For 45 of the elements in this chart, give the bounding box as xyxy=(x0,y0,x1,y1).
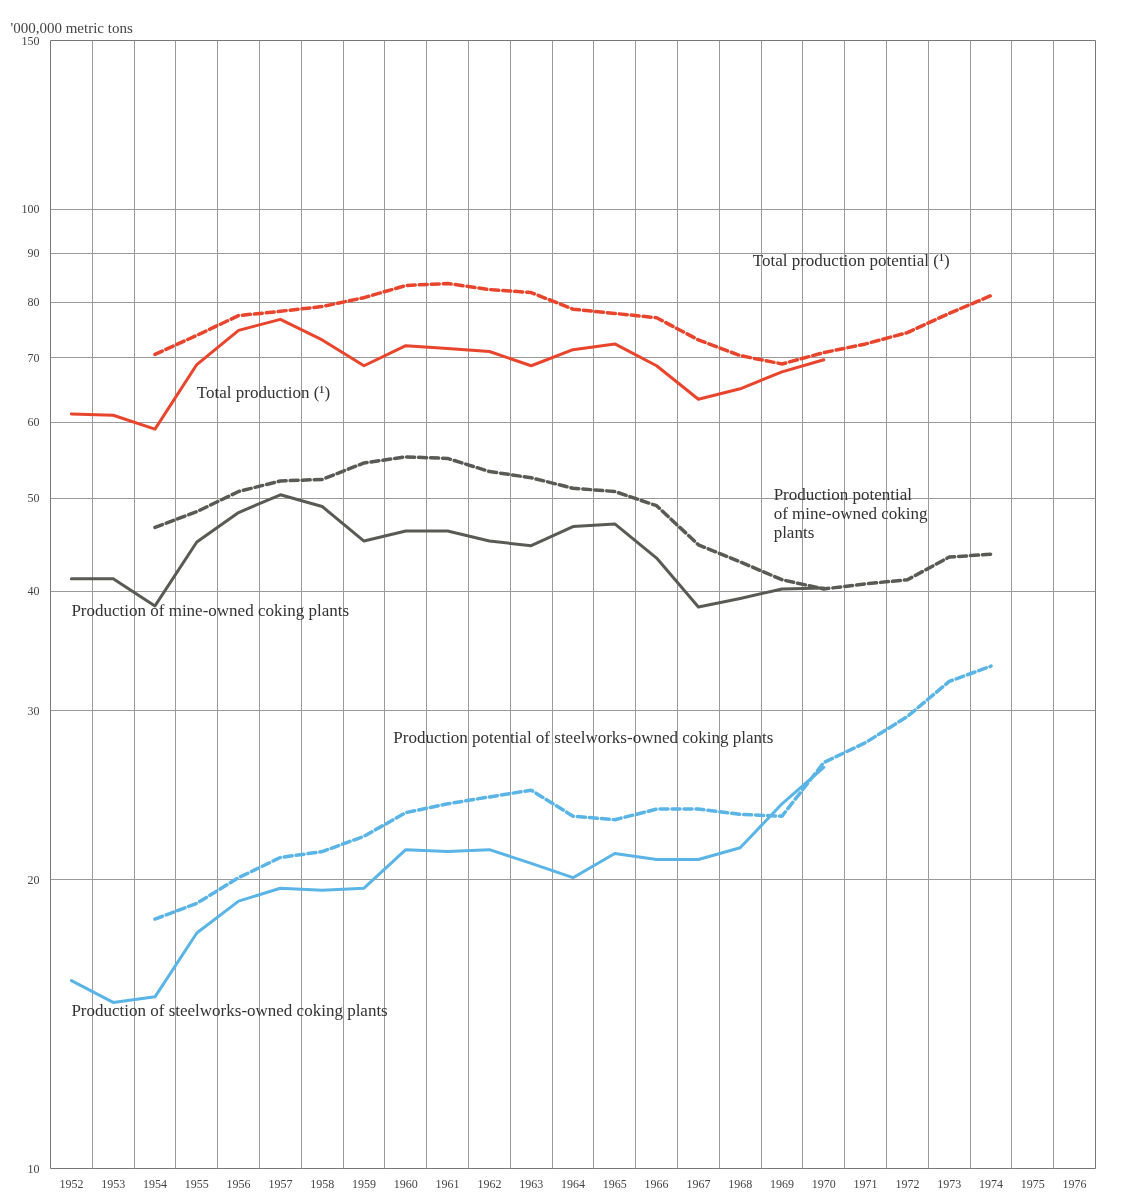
y-tick-label: 150 xyxy=(21,33,40,48)
text: Production potential of steelworks-owned coking plants xyxy=(393,728,774,748)
x-tick-label: 1970 xyxy=(811,1176,836,1191)
x-tick-label: 1953 xyxy=(101,1176,126,1191)
y-tick-label: 100 xyxy=(21,202,40,217)
y-axis-title: '000,000 metric tons xyxy=(10,19,133,36)
line-series xyxy=(69,317,826,431)
y-tick-label: 20 xyxy=(27,872,40,887)
line-series xyxy=(153,281,993,366)
x-tick-label: 1955 xyxy=(184,1176,209,1191)
series-label: Production of mine-owned coking plants xyxy=(71,601,350,621)
x-tick-label: 1957 xyxy=(268,1176,293,1191)
y-tick-label: 30 xyxy=(27,703,40,718)
y-tick-label: 50 xyxy=(27,491,40,506)
x-tick-label: 1961 xyxy=(435,1176,460,1191)
x-tick-label: 1967 xyxy=(686,1176,711,1191)
series-label: Total production (¹) xyxy=(196,382,331,402)
x-tick-label: 1968 xyxy=(728,1176,753,1191)
y-tick-label: 70 xyxy=(27,350,40,365)
y-tick-label: 10 xyxy=(27,1161,40,1176)
x-tick-label: 1956 xyxy=(226,1176,251,1191)
x-tick-label: 1952 xyxy=(59,1176,84,1191)
y-tick-label: 40 xyxy=(27,584,40,599)
series-label: Production potential of mine-owned coking plants xyxy=(773,485,929,542)
series-label: Production of steelworks-owned coking plants xyxy=(71,1000,388,1020)
x-tick-label: 1964 xyxy=(561,1176,585,1191)
x-tick-label: 1966 xyxy=(644,1176,669,1191)
x-tick-label: 1969 xyxy=(770,1176,794,1191)
x-tick-label: 1965 xyxy=(602,1176,627,1191)
x-tick-label: 1971 xyxy=(853,1176,878,1191)
x-tick-label: 1976 xyxy=(1062,1176,1087,1191)
y-tick-label: 80 xyxy=(27,295,40,310)
y-tick-label: 90 xyxy=(27,246,40,261)
x-tick-label: 1972 xyxy=(895,1176,920,1191)
x-tick-label: 1959 xyxy=(352,1176,376,1191)
y-tick-label: 60 xyxy=(27,415,40,430)
text: Total production potential (¹) xyxy=(752,250,950,270)
x-tick-label: 1962 xyxy=(477,1176,502,1191)
x-tick-label: 1958 xyxy=(310,1176,335,1191)
x-tick-label: 1975 xyxy=(1020,1176,1045,1191)
x-tick-label: 1974 xyxy=(979,1176,1003,1191)
x-tick-label: 1963 xyxy=(519,1176,544,1191)
x-tick-label: 1954 xyxy=(143,1176,167,1191)
x-tick-label: 1973 xyxy=(937,1176,962,1191)
x-tick-label: 1960 xyxy=(393,1176,418,1191)
